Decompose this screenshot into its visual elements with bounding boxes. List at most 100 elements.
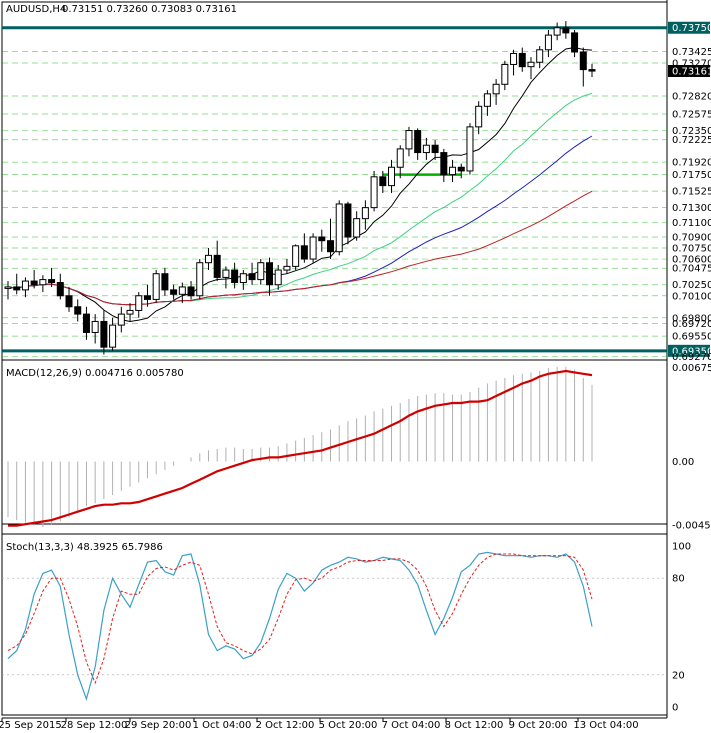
candle[interactable]: [492, 79, 500, 105]
candle[interactable]: [274, 264, 282, 290]
candle-body: [536, 49, 544, 63]
candle[interactable]: [475, 101, 483, 135]
candle[interactable]: [239, 270, 247, 290]
candle[interactable]: [257, 259, 265, 285]
candle[interactable]: [431, 140, 439, 160]
candle[interactable]: [405, 126, 413, 157]
candle[interactable]: [82, 306, 90, 340]
candle[interactable]: [553, 22, 561, 41]
candle[interactable]: [414, 128, 422, 160]
price-tick-label[interactable]: 0.72820: [672, 92, 711, 103]
candle[interactable]: [265, 257, 273, 296]
price-tick-label[interactable]: 0.71750: [672, 170, 711, 181]
price-tick-label[interactable]: 0.72350: [672, 126, 711, 137]
candle[interactable]: [300, 233, 308, 263]
candle[interactable]: [353, 211, 361, 241]
price-tick-label[interactable]: 0.70250: [672, 280, 711, 291]
candle[interactable]: [440, 148, 448, 182]
candle[interactable]: [510, 49, 518, 76]
candle[interactable]: [536, 46, 544, 69]
candle[interactable]: [396, 145, 404, 179]
candle[interactable]: [588, 63, 596, 77]
candle[interactable]: [56, 273, 64, 300]
candle[interactable]: [457, 163, 465, 179]
candle[interactable]: [65, 286, 73, 312]
candle[interactable]: [422, 137, 430, 160]
candle[interactable]: [283, 259, 291, 274]
candle[interactable]: [449, 159, 457, 182]
candle-body: [222, 269, 230, 278]
price-tick-label[interactable]: 0.70900: [672, 233, 711, 244]
candle[interactable]: [248, 262, 256, 285]
price-tick-label[interactable]: 0.69270: [672, 352, 711, 363]
price-tick-label[interactable]: 0.70600: [672, 255, 711, 266]
candle[interactable]: [204, 248, 212, 271]
candle[interactable]: [30, 270, 38, 289]
price-tick-label[interactable]: 0.69800: [672, 313, 711, 324]
candle[interactable]: [152, 270, 160, 304]
price-tick-label[interactable]: 0.72225: [672, 135, 711, 146]
candle[interactable]: [379, 170, 387, 193]
candle[interactable]: [527, 57, 535, 80]
candle[interactable]: [544, 29, 552, 58]
candle[interactable]: [74, 299, 82, 322]
price-tick-label[interactable]: 0.70475: [672, 264, 711, 275]
price-tick-label[interactable]: 0.70100: [672, 291, 711, 302]
candle[interactable]: [466, 123, 474, 175]
candle[interactable]: [501, 60, 509, 91]
price-tick-label[interactable]: 0.71100: [672, 218, 711, 229]
price-tick-label[interactable]: 0.70750: [672, 244, 711, 255]
price-tick-label[interactable]: 0.73161: [672, 66, 711, 77]
candle[interactable]: [13, 273, 21, 295]
candle[interactable]: [361, 200, 369, 230]
candle[interactable]: [109, 317, 117, 351]
price-tick-label[interactable]: 0.73425: [672, 47, 711, 58]
candle[interactable]: [309, 233, 317, 263]
price-tick-label[interactable]: 0.69550: [672, 332, 711, 343]
candle[interactable]: [370, 170, 378, 212]
candle[interactable]: [170, 284, 178, 300]
macd-pane[interactable]: 0.006751 0.00 -0.00457 MACD(12,26,9) 0.004…: [6, 363, 711, 532]
candle[interactable]: [562, 21, 570, 39]
price-tick-label[interactable]: 0.72575: [672, 110, 711, 121]
candle[interactable]: [187, 281, 195, 300]
candle[interactable]: [388, 159, 396, 193]
price-tick-label[interactable]: 0.69720: [672, 319, 711, 330]
candle[interactable]: [327, 218, 335, 260]
candle[interactable]: [100, 310, 108, 355]
candle[interactable]: [91, 314, 99, 344]
candle[interactable]: [335, 200, 343, 256]
candle[interactable]: [143, 284, 151, 307]
candle[interactable]: [222, 266, 230, 289]
price-tick-label[interactable]: 0.71525: [672, 187, 711, 198]
candle[interactable]: [231, 262, 239, 289]
candle[interactable]: [48, 267, 56, 287]
price-tick-label[interactable]: 0.71300: [672, 203, 711, 214]
price-tick-label[interactable]: 0.73750: [672, 23, 711, 34]
candle[interactable]: [571, 29, 579, 58]
candle[interactable]: [318, 229, 326, 252]
candle[interactable]: [579, 47, 587, 87]
candle[interactable]: [117, 306, 125, 333]
candle[interactable]: [126, 303, 134, 322]
price-tick-label[interactable]: 0.69350: [672, 346, 711, 357]
candle[interactable]: [344, 201, 352, 245]
candle[interactable]: [518, 47, 526, 72]
candle[interactable]: [483, 90, 491, 116]
candle[interactable]: [292, 244, 300, 271]
candle[interactable]: [161, 267, 169, 296]
price-tick-label[interactable]: 0.73270: [672, 58, 711, 69]
candle[interactable]: [39, 275, 47, 293]
candle[interactable]: [21, 277, 29, 298]
candle[interactable]: [178, 282, 186, 304]
candle[interactable]: [135, 292, 143, 318]
candlesticks[interactable]: [4, 21, 596, 355]
candle[interactable]: [213, 240, 221, 282]
stochastic-pane[interactable]: 100 80 20 0 Stoch(13,3,3) 48.3925 65.7986: [2, 542, 691, 714]
price-tick-label[interactable]: 0.71920: [672, 158, 711, 169]
candle[interactable]: [196, 259, 204, 300]
candle[interactable]: [4, 281, 12, 300]
